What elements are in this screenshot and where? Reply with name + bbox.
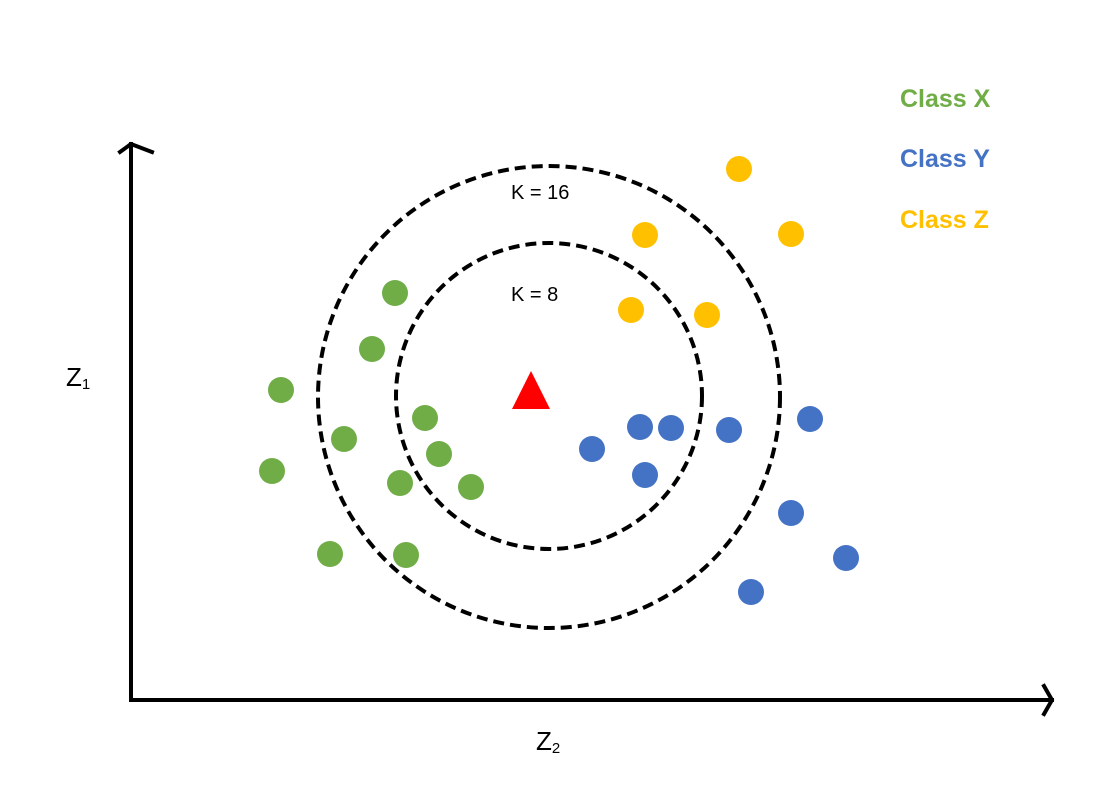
class-x-point: [458, 474, 484, 500]
x-axis-label-subscript: 2: [551, 740, 561, 757]
class-y-point: [716, 417, 742, 443]
class-z-point: [778, 221, 804, 247]
k16-circle: [316, 164, 782, 630]
k8-label: K = 8: [511, 284, 559, 306]
legend-class-y: Class Y: [900, 145, 990, 173]
class-y-point: [738, 579, 764, 605]
class-x-point: [359, 336, 385, 362]
class-z-point: [618, 297, 644, 323]
class-y-points: [579, 406, 859, 605]
class-y-point: [797, 406, 823, 432]
y-axis-label-text: Z: [66, 362, 82, 392]
neighborhood-circles: [316, 164, 782, 630]
class-x-point: [393, 542, 419, 568]
class-z-points: [618, 156, 804, 328]
class-x-point: [331, 426, 357, 452]
class-y-point: [658, 415, 684, 441]
class-y-point: [833, 545, 859, 571]
x-axis-arrowhead: [1041, 683, 1055, 717]
class-y-point: [778, 500, 804, 526]
class-x-point: [268, 377, 294, 403]
k8-circle: [394, 241, 704, 551]
legend-class-z: Class Z: [900, 206, 989, 234]
class-x-point: [382, 280, 408, 306]
query-point-triangle: [512, 371, 550, 409]
class-x-points: [259, 280, 484, 568]
class-z-point: [694, 302, 720, 328]
axes: [117, 141, 1055, 717]
class-x-point: [317, 541, 343, 567]
y-axis-arrowhead: [117, 141, 155, 155]
class-x-point: [387, 470, 413, 496]
class-z-point: [632, 222, 658, 248]
y-axis-label-subscript: 1: [81, 376, 91, 393]
class-y-point: [632, 462, 658, 488]
class-y-point: [579, 436, 605, 462]
class-z-point: [726, 156, 752, 182]
legend-class-x: Class X: [900, 85, 991, 113]
class-x-point: [426, 441, 452, 467]
class-x-point: [412, 405, 438, 431]
x-axis-label-text: Z: [536, 726, 552, 756]
k16-label: K = 16: [511, 182, 570, 204]
class-x-point: [259, 458, 285, 484]
y-axis-label: Z1: [66, 364, 90, 392]
class-y-point: [627, 414, 653, 440]
x-axis-label: Z2: [536, 728, 560, 756]
